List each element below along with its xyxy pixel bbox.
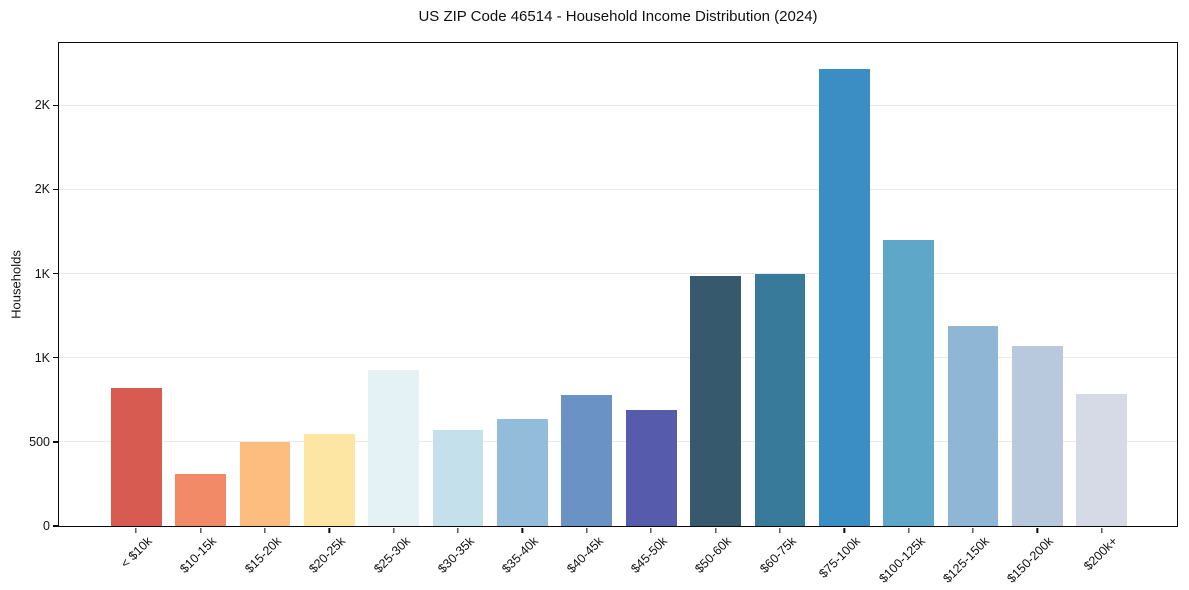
x-tick-label: $40-45k	[563, 534, 606, 576]
bar	[690, 276, 741, 526]
x-tick-label: $150-200k	[1004, 534, 1057, 586]
gridline	[59, 188, 1177, 190]
y-tick-label: 500	[29, 434, 50, 449]
bar	[883, 239, 935, 526]
bar-slot: $125-150k	[940, 43, 1005, 586]
x-tick-label: $75-100k	[816, 534, 864, 581]
x-tick-mark	[972, 528, 974, 533]
bar	[239, 441, 291, 526]
x-tick-label: $125-150k	[940, 534, 992, 586]
y-tick-label: 0	[43, 519, 50, 533]
x-tick-label: $25-30k	[370, 534, 413, 576]
bar	[432, 430, 484, 526]
gridline	[59, 357, 1177, 359]
bar	[1012, 345, 1063, 526]
x-tick-label: $50-60k	[692, 534, 735, 576]
bar-slot: $10-15k	[168, 43, 232, 576]
gridline	[59, 441, 1177, 443]
y-tick-label: 2K	[34, 98, 50, 113]
bar	[303, 434, 355, 526]
x-tick-label: $30-35k	[435, 534, 477, 576]
gridline	[59, 104, 1177, 106]
x-tick-mark	[586, 528, 588, 533]
chart-title: US ZIP Code 46514 - Household Income Dis…	[418, 8, 818, 25]
x-tick-mark	[779, 528, 781, 533]
x-tick-mark	[393, 528, 395, 533]
bar-slot: $50-60k	[683, 43, 747, 576]
x-tick-label: $60-75k	[756, 534, 799, 576]
x-tick-mark	[199, 528, 202, 533]
y-axis-label: Households	[8, 250, 24, 319]
bar-slot: $45-50k	[619, 43, 683, 576]
bar-slot: $15-20k	[233, 43, 297, 576]
bars-row: < $10k $10-15k $15-20k $20-25k $25-30k $30-35…	[59, 43, 1177, 586]
x-tick-mark	[714, 528, 717, 533]
bar-slot: $200k+	[1070, 43, 1134, 573]
y-tick-mark	[52, 188, 58, 191]
bar	[1076, 393, 1128, 526]
bar-slot: $150-200k	[1005, 43, 1069, 586]
bar	[110, 388, 162, 526]
y-tick-mark	[52, 104, 58, 106]
bar	[561, 394, 613, 526]
bar-slot: $30-35k	[426, 43, 490, 576]
x-tick-mark	[908, 528, 910, 533]
y-tick-label: 1K	[34, 266, 50, 281]
x-tick-mark	[135, 528, 137, 533]
bar-slot: $75-100k	[812, 43, 876, 581]
bar	[754, 273, 806, 526]
bar	[947, 325, 999, 526]
x-tick-label: $10-15k	[177, 534, 220, 576]
bar-slot: $35-40k	[490, 43, 554, 576]
y-tick-mark	[52, 441, 58, 443]
x-tick-mark	[328, 528, 330, 533]
bar	[368, 369, 420, 526]
bar-slot: < $10k	[104, 43, 168, 571]
bar-slot: $40-45k	[555, 43, 619, 576]
x-tick-mark	[521, 528, 524, 533]
x-tick-label: $20-25k	[306, 534, 349, 576]
x-tick-mark	[1036, 528, 1039, 533]
x-tick-label: < $10k	[118, 534, 156, 571]
bar-slot: $100-125k	[876, 43, 941, 586]
x-tick-mark	[1101, 528, 1103, 533]
y-tick-mark	[52, 272, 58, 275]
x-tick-mark	[264, 528, 266, 533]
bar	[175, 473, 226, 526]
y-tick-label: 1K	[34, 350, 50, 365]
x-tick-label: $100-125k	[875, 534, 928, 586]
y-tick-mark	[52, 525, 58, 527]
y-tick-mark	[52, 357, 58, 359]
x-tick-mark	[457, 528, 459, 533]
x-tick-label: $45-50k	[628, 534, 671, 576]
bar	[818, 69, 870, 526]
x-tick-mark	[843, 528, 845, 533]
bar	[625, 409, 677, 526]
bar-slot: $25-30k	[362, 43, 426, 576]
x-tick-label: $200k+	[1081, 534, 1121, 574]
bar	[497, 419, 548, 526]
x-tick-label: $35-40k	[499, 534, 542, 576]
bar-slot: $20-25k	[297, 43, 361, 576]
x-tick-label: $15-20k	[241, 534, 284, 576]
y-tick-label: 2K	[34, 182, 50, 197]
plot-area: 0 500 1K 1K 2K 2K < $10k $10-15k $15-20k $20-25k…	[29, 42, 1178, 586]
gridline	[59, 273, 1177, 275]
x-tick-mark	[650, 528, 652, 533]
bar-slot: $60-75k	[748, 43, 812, 576]
